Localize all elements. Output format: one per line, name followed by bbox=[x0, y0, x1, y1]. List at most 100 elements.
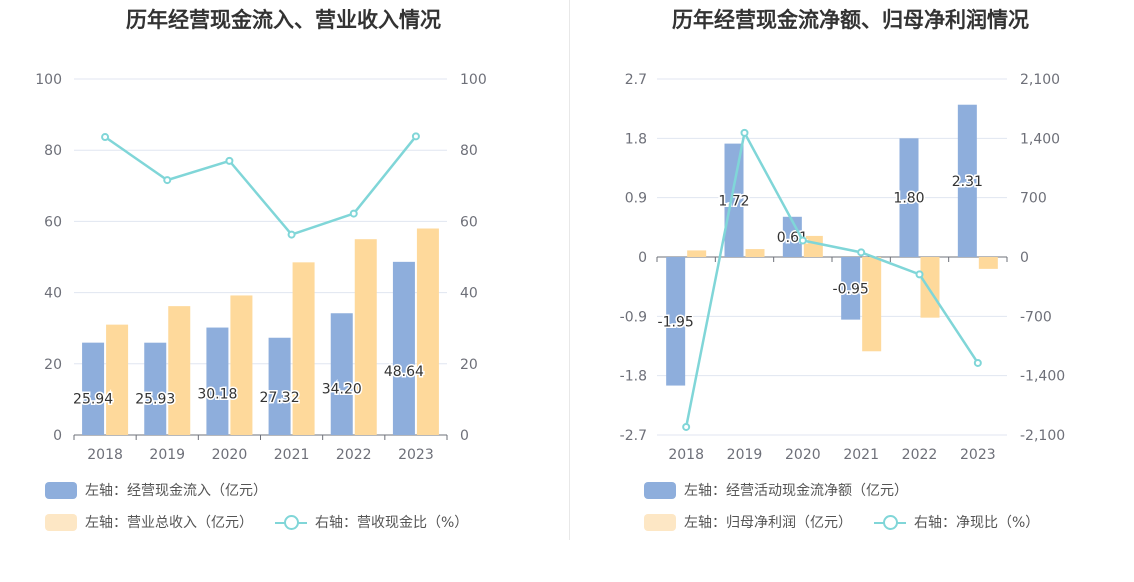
bar-primary bbox=[206, 327, 229, 435]
bar-secondary bbox=[106, 324, 129, 435]
bar-value-label: 1.80 bbox=[893, 191, 924, 207]
y-right-tick-label: 0 bbox=[460, 428, 469, 444]
bar-value-label: 30.18 bbox=[197, 386, 237, 402]
line-point bbox=[973, 358, 982, 367]
y-right-tick-label: 80 bbox=[460, 143, 478, 159]
y-right-tick-label: -2,100 bbox=[1020, 428, 1065, 444]
bar-primary bbox=[724, 143, 744, 257]
left-chart-title: 历年经营现金流入、营业收入情况 bbox=[126, 8, 441, 32]
legend-label: 左轴：经营现金流入（亿元） bbox=[85, 483, 267, 499]
y-right-tick-label: 2,100 bbox=[1020, 72, 1060, 88]
legend-item-cash-ratio[interactable]: 右轴：营收现金比（%） bbox=[275, 512, 468, 532]
legend-label: 左轴：营业总收入（亿元） bbox=[85, 515, 253, 531]
bar-primary bbox=[782, 216, 802, 257]
line-point bbox=[798, 236, 807, 245]
y-right-tick-label: 20 bbox=[460, 357, 478, 373]
legend-label: 左轴：归母净利润（亿元） bbox=[684, 515, 852, 531]
line-point bbox=[411, 132, 420, 141]
y-left-tick-label: 20 bbox=[44, 357, 62, 373]
bar-secondary bbox=[745, 249, 765, 257]
bar-value-label: -1.95 bbox=[658, 314, 694, 330]
y-right-tick-label: -700 bbox=[1020, 309, 1052, 325]
bar-secondary bbox=[978, 257, 998, 269]
bar-secondary bbox=[292, 262, 315, 435]
bar-secondary bbox=[230, 295, 253, 435]
legend-item-net-cash-ratio[interactable]: 右轴：净现比（%） bbox=[874, 512, 1039, 532]
y-right-tick-label: -1,400 bbox=[1020, 369, 1065, 385]
legend-swatch-orange bbox=[644, 513, 676, 531]
x-tick-label: 2023 bbox=[960, 447, 996, 463]
line-point bbox=[857, 248, 866, 257]
bar-primary bbox=[957, 104, 977, 257]
y-right-tick-label: 0 bbox=[1020, 250, 1029, 266]
y-left-tick-label: 0 bbox=[53, 428, 62, 444]
x-tick-label: 2022 bbox=[902, 447, 938, 463]
bar-primary bbox=[899, 138, 919, 257]
y-left-tick-label: 1.8 bbox=[625, 131, 647, 147]
legend-item-cash-inflow[interactable]: 左轴：经营现金流入（亿元） bbox=[45, 480, 267, 500]
bar-secondary bbox=[862, 257, 882, 352]
bar-primary bbox=[666, 257, 686, 386]
x-tick-label: 2019 bbox=[727, 447, 763, 463]
line-point bbox=[225, 156, 234, 165]
bar-primary bbox=[330, 313, 353, 435]
y-left-tick-label: -2.7 bbox=[620, 428, 647, 444]
y-left-tick-label: -0.9 bbox=[620, 309, 647, 325]
y-right-tick-label: 40 bbox=[460, 286, 478, 302]
y-left-tick-label: 0 bbox=[638, 250, 647, 266]
y-left-tick-label: 40 bbox=[44, 286, 62, 302]
legend-item-net-profit[interactable]: 左轴：归母净利润（亿元） bbox=[644, 512, 852, 532]
x-tick-label: 2021 bbox=[843, 447, 879, 463]
x-tick-label: 2022 bbox=[336, 447, 372, 463]
bar-primary bbox=[392, 261, 415, 435]
y-right-tick-label: 700 bbox=[1020, 191, 1047, 207]
line-point bbox=[101, 133, 110, 142]
bar-value-label: 1.72 bbox=[718, 193, 749, 209]
x-tick-label: 2018 bbox=[87, 447, 123, 463]
line-point bbox=[682, 422, 691, 431]
y-left-tick-label: 100 bbox=[35, 72, 62, 88]
line-point bbox=[163, 176, 172, 185]
panel-divider bbox=[569, 0, 570, 540]
line-point bbox=[349, 209, 358, 218]
legend-item-revenue[interactable]: 左轴：营业总收入（亿元） bbox=[45, 512, 253, 532]
right-legend-row-1: 左轴：经营活动现金流净额（亿元） bbox=[644, 480, 930, 500]
bar-secondary bbox=[687, 250, 707, 257]
y-right-tick-label: 100 bbox=[460, 72, 487, 88]
bar-value-label: 25.94 bbox=[73, 392, 113, 408]
bar-secondary bbox=[168, 306, 191, 435]
bar-primary bbox=[268, 337, 291, 435]
y-left-tick-label: 60 bbox=[44, 214, 62, 230]
left-legend-row-2: 左轴：营业总收入（亿元） 右轴：营收现金比（%） bbox=[45, 512, 490, 532]
x-tick-label: 2018 bbox=[668, 447, 704, 463]
x-tick-label: 2021 bbox=[274, 447, 310, 463]
bar-primary bbox=[841, 257, 861, 320]
bar-secondary bbox=[416, 228, 439, 435]
legend-label: 左轴：经营活动现金流净额（亿元） bbox=[684, 483, 908, 499]
legend-label: 右轴：营收现金比（%） bbox=[315, 515, 469, 531]
legend-swatch-blue bbox=[45, 481, 77, 499]
x-tick-label: 2023 bbox=[398, 447, 434, 463]
bar-secondary bbox=[354, 239, 377, 435]
legend-item-net-cash-flow[interactable]: 左轴：经营活动现金流净额（亿元） bbox=[644, 480, 908, 500]
y-left-tick-label: 80 bbox=[44, 143, 62, 159]
bar-value-label: 25.93 bbox=[135, 392, 175, 408]
bar-value-label: -0.95 bbox=[833, 281, 869, 297]
y-left-tick-label: 0.9 bbox=[625, 191, 647, 207]
right-legend-row-2: 左轴：归母净利润（亿元） 右轴：净现比（%） bbox=[644, 512, 1061, 532]
legend-swatch-blue bbox=[644, 481, 676, 499]
right-chart-panel: 历年经营现金流净额、归母净利润情况 -2.7 -2,100 -1.8 -1,400 -0… bbox=[567, 0, 1134, 582]
bar-primary bbox=[82, 342, 105, 435]
bar-primary bbox=[144, 342, 167, 435]
bar-value-label: 48.64 bbox=[384, 364, 424, 380]
y-right-tick-label: 1,400 bbox=[1020, 131, 1060, 147]
line-point bbox=[740, 128, 749, 137]
bar-value-label: 34.20 bbox=[322, 382, 362, 398]
bar-value-label: 27.32 bbox=[260, 390, 300, 406]
legend-swatch-line bbox=[874, 514, 906, 531]
line-point bbox=[287, 230, 296, 239]
bar-value-label: 2.31 bbox=[952, 174, 983, 190]
legend-label: 右轴：净现比（%） bbox=[914, 515, 1040, 531]
y-right-tick-label: 60 bbox=[460, 214, 478, 230]
